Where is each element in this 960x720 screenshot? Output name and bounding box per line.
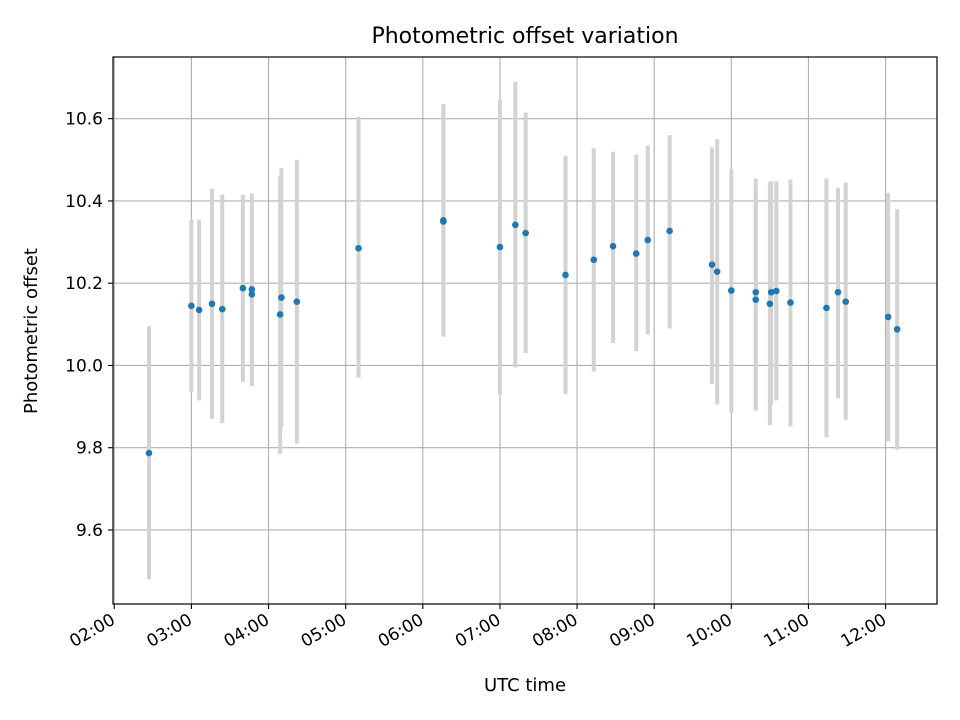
y-tick-label: 9.6 (76, 521, 103, 541)
data-point (239, 284, 247, 292)
y-tick-label: 10.0 (65, 356, 103, 376)
data-point (752, 296, 760, 303)
data-point (773, 287, 780, 295)
data-point (644, 236, 652, 244)
y-axis-label: Photometric offset (21, 248, 42, 414)
data-point (842, 298, 850, 306)
y-tick-label: 10.6 (65, 110, 103, 130)
data-point (562, 271, 569, 279)
data-point (728, 287, 735, 294)
plot-frame (112, 56, 938, 605)
data-point (884, 313, 892, 321)
data-point (752, 288, 760, 296)
y-tick-label: 9.8 (76, 439, 103, 459)
data-point (512, 221, 519, 229)
data-point (823, 304, 830, 312)
chart-title: Photometric offset variation (371, 24, 678, 49)
data-point (276, 311, 284, 318)
data-point (522, 229, 529, 237)
data-point (767, 288, 775, 296)
data-point (787, 299, 794, 306)
y-tick-label: 10.4 (65, 192, 103, 212)
data-point (218, 305, 226, 313)
data-point (145, 449, 153, 457)
data-point (766, 300, 774, 308)
data-point (590, 256, 598, 264)
data-point (609, 242, 617, 250)
data-point (278, 294, 285, 301)
data-point (195, 306, 203, 314)
data-point (708, 261, 716, 268)
data-point (188, 302, 195, 310)
data-point (208, 300, 216, 308)
data-point (355, 244, 362, 252)
data-points (145, 216, 901, 457)
data-point (666, 227, 673, 235)
y-axis-ticks: 9.6 9.8 10.0 10.2 10.4 10.6 (65, 110, 113, 541)
data-point (248, 291, 256, 298)
data-point (834, 288, 842, 296)
data-point (893, 325, 901, 333)
data-point (293, 298, 301, 306)
data-point (713, 268, 721, 275)
data-point (496, 243, 504, 251)
x-axis-label: UTC time (484, 675, 566, 696)
y-tick-label: 10.2 (65, 274, 103, 294)
data-point (632, 250, 640, 257)
data-point (248, 286, 256, 293)
data-point (440, 216, 447, 224)
